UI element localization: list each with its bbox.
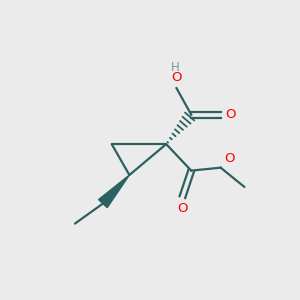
Text: O: O: [225, 108, 236, 121]
Polygon shape: [99, 175, 129, 208]
Text: H: H: [171, 61, 180, 74]
Text: O: O: [224, 152, 235, 165]
Text: O: O: [177, 202, 188, 214]
Text: O: O: [171, 71, 182, 84]
